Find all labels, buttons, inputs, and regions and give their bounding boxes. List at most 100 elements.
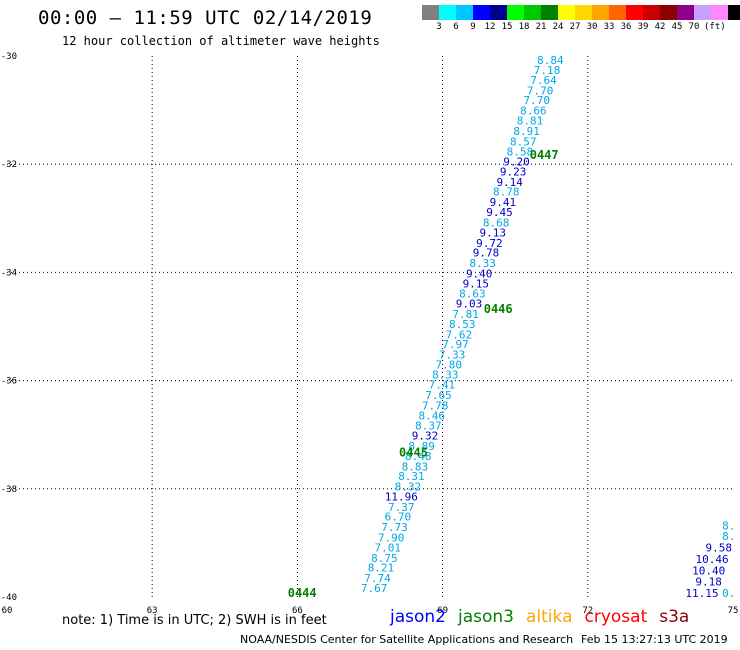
color-swatch bbox=[439, 5, 456, 20]
data-point-label: 7.70 bbox=[527, 84, 554, 97]
data-point-label: 10.40 bbox=[692, 564, 725, 577]
color-scale-label: 70 bbox=[688, 22, 700, 32]
color-scale-label: 15 bbox=[501, 22, 513, 32]
color-scale-label: 39 bbox=[637, 22, 649, 32]
color-swatch bbox=[456, 5, 473, 20]
data-point-label: 7.78 bbox=[422, 399, 449, 412]
track-time-label: 0445 bbox=[399, 445, 428, 459]
legend-entry-s3a: s3a bbox=[659, 607, 690, 627]
data-point-label: 7.41 bbox=[429, 379, 456, 392]
data-point-label: 8.84 bbox=[537, 54, 564, 67]
color-scale-label: 24 bbox=[552, 22, 564, 32]
color-scale-label: 33 bbox=[603, 22, 615, 32]
y-tick-label: -30 bbox=[1, 52, 17, 62]
color-swatch bbox=[609, 5, 626, 20]
data-point-label: 8.58 bbox=[507, 146, 534, 159]
data-point-label: 7.33 bbox=[439, 348, 466, 361]
data-point-label: 10.46 bbox=[696, 553, 729, 566]
data-point-label: 8.33 bbox=[432, 368, 459, 381]
data-point-label: 7.01 bbox=[374, 542, 401, 555]
legend-entry-altika: altika bbox=[526, 607, 573, 627]
track-time-label: 0447 bbox=[530, 148, 559, 162]
color-swatch bbox=[558, 5, 575, 20]
color-scale-label: 12 bbox=[484, 22, 496, 32]
data-point-label: 9.14 bbox=[496, 176, 523, 189]
chart-note: note: 1) Time is in UTC; 2) SWH is in fe… bbox=[62, 613, 327, 628]
x-tick-label: 63 bbox=[147, 606, 158, 616]
data-point-label: 9.18 bbox=[695, 576, 722, 589]
track-time-label: 0444 bbox=[288, 586, 317, 600]
color-swatch bbox=[473, 5, 490, 20]
data-point-label: 7.80 bbox=[435, 359, 462, 372]
data-point-label: 7.65 bbox=[425, 389, 452, 402]
data-point-label: 8.89 bbox=[408, 440, 435, 453]
color-swatch bbox=[626, 5, 643, 20]
color-scale-label: 21 bbox=[535, 22, 547, 32]
y-tick-label: -40 bbox=[1, 593, 17, 603]
chart-subtitle: 12 hour collection of altimeter wave hei… bbox=[62, 34, 380, 48]
data-point-label: 8.91 bbox=[513, 125, 540, 138]
color-swatch bbox=[592, 5, 609, 20]
data-point-label: 9.13 bbox=[480, 227, 507, 240]
x-tick-label: 75 bbox=[728, 606, 739, 616]
color-scale-label: 30 bbox=[586, 22, 598, 32]
data-point-label: 7.97 bbox=[442, 338, 469, 351]
color-scale-label: 9 bbox=[470, 22, 476, 32]
data-point-label: 8.31 bbox=[398, 470, 425, 483]
legend-entry-jason3: jason3 bbox=[458, 607, 514, 627]
legend-entry-cryosat: cryosat bbox=[584, 607, 648, 627]
y-tick-label: -36 bbox=[1, 377, 17, 387]
data-point-label: 6.70 bbox=[385, 511, 412, 524]
x-tick-label: 60 bbox=[2, 606, 13, 616]
data-point-label: 7.70 bbox=[524, 94, 551, 107]
data-point-label: 9.20 bbox=[503, 155, 530, 168]
data-point-label: 9.78 bbox=[473, 247, 500, 260]
x-tick-label: 69 bbox=[437, 606, 448, 616]
x-tick-label: 66 bbox=[292, 606, 303, 616]
data-point-label: 7.18 bbox=[534, 64, 561, 77]
color-swatch bbox=[643, 5, 660, 20]
data-point-label: 9.58 bbox=[706, 542, 733, 555]
data-point-label: 11.15 bbox=[685, 587, 718, 600]
data-point-label: 9.32 bbox=[412, 430, 439, 443]
color-scale-label: 18 bbox=[518, 22, 530, 32]
color-swatch bbox=[677, 5, 694, 20]
data-point-label: 9.15 bbox=[463, 278, 490, 291]
data-point-label: 8.37 bbox=[415, 419, 442, 432]
y-tick-label: -34 bbox=[1, 268, 17, 278]
credit-timestamp: Feb 15 13:27:13 UTC 2019 bbox=[581, 633, 728, 646]
data-point-label: 0. bbox=[722, 587, 735, 600]
data-point-label: 8.32 bbox=[395, 480, 422, 493]
data-point-label: 8.53 bbox=[449, 318, 476, 331]
data-point-label: 9.23 bbox=[500, 166, 527, 179]
color-scale-label: 27 bbox=[569, 22, 581, 32]
data-point-label: 8.48 bbox=[405, 450, 432, 463]
chart-title: 00:00 – 11:59 UTC 02/14/2019 bbox=[38, 7, 373, 29]
data-point-label: 8. bbox=[722, 519, 735, 532]
data-point-label: 8.81 bbox=[517, 115, 544, 128]
data-point-label: 8.21 bbox=[368, 562, 395, 575]
color-scale-label: 42 bbox=[654, 22, 666, 32]
color-swatch bbox=[728, 5, 740, 20]
data-point-label: 9.41 bbox=[490, 196, 517, 209]
color-swatch bbox=[660, 5, 677, 20]
color-scale-unit: (ft) bbox=[704, 22, 726, 32]
data-point-label: 8.66 bbox=[520, 104, 547, 117]
data-point-label: 7.73 bbox=[381, 521, 408, 534]
data-point-label: 8.75 bbox=[371, 552, 398, 565]
color-swatch bbox=[490, 5, 507, 20]
color-scale-label: 36 bbox=[620, 22, 632, 32]
y-tick-label: -38 bbox=[1, 485, 17, 495]
legend-entry-jason2: jason2 bbox=[390, 607, 446, 627]
data-point-label: 8. bbox=[722, 530, 735, 543]
data-point-label: 7.62 bbox=[446, 328, 473, 341]
data-point-label: 7.64 bbox=[530, 74, 557, 87]
color-scale-label: 6 bbox=[453, 22, 459, 32]
data-point-label: 11.96 bbox=[385, 491, 418, 504]
data-point-label: 8.57 bbox=[510, 135, 537, 148]
color-swatch bbox=[711, 5, 728, 20]
data-point-label: 8.78 bbox=[493, 186, 520, 199]
data-point-label: 7.74 bbox=[364, 572, 391, 585]
data-point-label: 9.45 bbox=[486, 206, 513, 219]
color-swatch bbox=[422, 5, 439, 20]
